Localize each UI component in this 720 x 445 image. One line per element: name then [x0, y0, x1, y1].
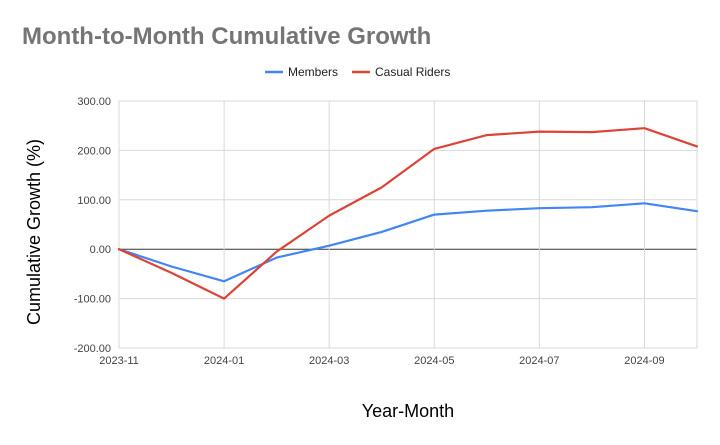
series-line-members	[117, 202, 699, 283]
series-lines	[117, 127, 699, 300]
y-tick-label: -100.00	[74, 294, 111, 306]
y-tick-label: 0.00	[90, 244, 111, 256]
series-line-casual-riders	[117, 127, 699, 300]
legend-label-casual-riders: Casual Riders	[375, 65, 450, 79]
legend-label-members: Members	[288, 65, 338, 79]
y-axis-ticks: 300.00 200.00 100.00 0.00 -100.00 -200.00	[74, 96, 111, 355]
x-tick-label: 2024-05	[414, 355, 454, 367]
legend: Members Casual Riders	[265, 65, 450, 79]
y-tick-label: 200.00	[77, 145, 111, 157]
y-tick-label: 100.00	[77, 195, 111, 207]
x-axis-ticks: 2023-11 2024-01 2024-03 2024-05 2024-07 2024-…	[99, 355, 664, 367]
grid	[118, 100, 698, 349]
x-tick-label: 2023-11	[99, 355, 139, 367]
x-tick-label: 2024-07	[519, 355, 559, 367]
y-tick-label: -200.00	[74, 343, 111, 355]
chart-title: Month-to-Month Cumulative Growth	[22, 23, 431, 50]
x-tick-label: 2024-01	[204, 355, 244, 367]
y-tick-label: 300.00	[77, 96, 111, 108]
x-tick-label: 2024-09	[624, 355, 664, 367]
x-tick-label: 2024-03	[309, 355, 349, 367]
x-axis-title: Year-Month	[362, 401, 454, 421]
y-axis-title: Cumulative Growth (%)	[24, 139, 44, 325]
